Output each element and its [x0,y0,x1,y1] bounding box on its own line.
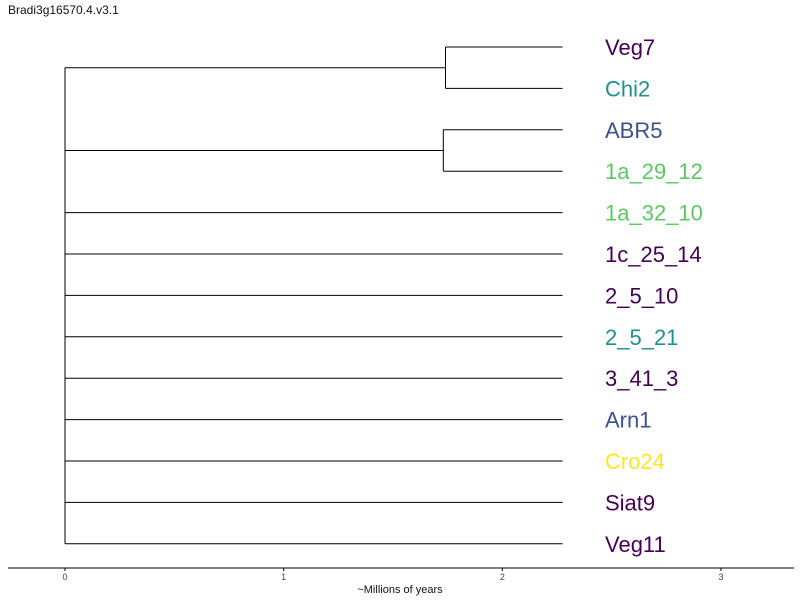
tip-label: 2_5_21 [605,325,678,350]
tip-label: Veg7 [605,35,655,60]
tip-label: 1a_32_10 [605,201,703,226]
tip-label: Chi2 [605,76,650,101]
tip-label: 3_41_3 [605,366,678,391]
tip-label: 1a_29_12 [605,159,703,184]
axis-tick-label: 3 [719,572,724,582]
tip-label: Cro24 [605,449,665,474]
tree-branches [64,46,563,545]
time-axis: 0 1 2 3 ~Millions of years [8,567,794,596]
tip-labels: Veg7 Chi2 ABR5 1a_29_12 1a_32_10 1c_25_14 2_5_… [605,35,703,557]
axis-tick-label: 2 [500,572,505,582]
tip-label: Siat9 [605,490,655,515]
axis-tick-label: 0 [62,572,67,582]
tip-label: 1c_25_14 [605,242,702,267]
tree-title: Bradi3g16570.4.v3.1 [8,3,119,17]
axis-title: ~Millions of years [357,584,443,596]
tip-label: 2_5_10 [605,283,678,308]
tip-label: Arn1 [605,408,651,433]
axis-tick-label: 1 [281,572,286,582]
tip-label: ABR5 [605,118,662,143]
tip-label: Veg11 [605,532,666,557]
